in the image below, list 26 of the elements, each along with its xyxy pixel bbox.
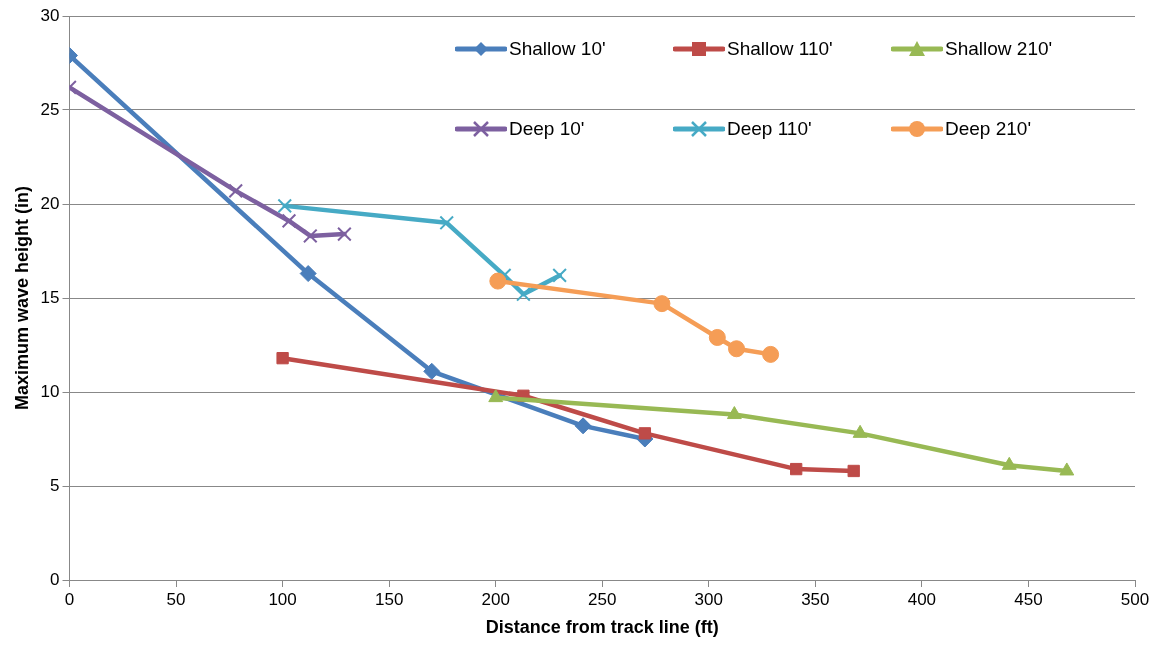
y-tick-label: 15 <box>40 287 60 307</box>
y-axis-title: Maximum wave height (in) <box>11 185 32 411</box>
x-tick-label: 0 <box>64 589 75 609</box>
x-tick-label: 300 <box>694 589 723 609</box>
legend-label: Shallow 210' <box>945 38 1053 60</box>
x-axis-title: Distance from track line (ft) <box>485 617 719 638</box>
y-tick-label: 0 <box>50 569 60 589</box>
legend-label: Deep 110' <box>727 118 812 140</box>
x-tick-label: 450 <box>1014 589 1043 609</box>
x-tick-label: 200 <box>481 589 510 609</box>
x-tick-label: 50 <box>166 589 186 609</box>
x-tick-label: 250 <box>588 589 617 609</box>
x-tick-label: 400 <box>907 589 937 609</box>
y-tick-label: 25 <box>40 99 60 119</box>
x-tick-label: 150 <box>374 589 404 609</box>
legend-label: Shallow 10' <box>509 38 606 60</box>
y-tick-label: 5 <box>50 475 60 495</box>
x-tick-label: 500 <box>1120 589 1150 609</box>
y-tick-label: 20 <box>40 193 60 213</box>
y-tick-label: 10 <box>40 381 60 401</box>
y-tick-label: 30 <box>40 5 60 25</box>
legend-label: Deep 10' <box>509 118 585 140</box>
x-tick-label: 100 <box>268 589 297 609</box>
legend-label: Deep 210' <box>945 118 1032 140</box>
legend-label: Shallow 110' <box>727 38 833 60</box>
x-tick-label: 350 <box>801 589 830 609</box>
